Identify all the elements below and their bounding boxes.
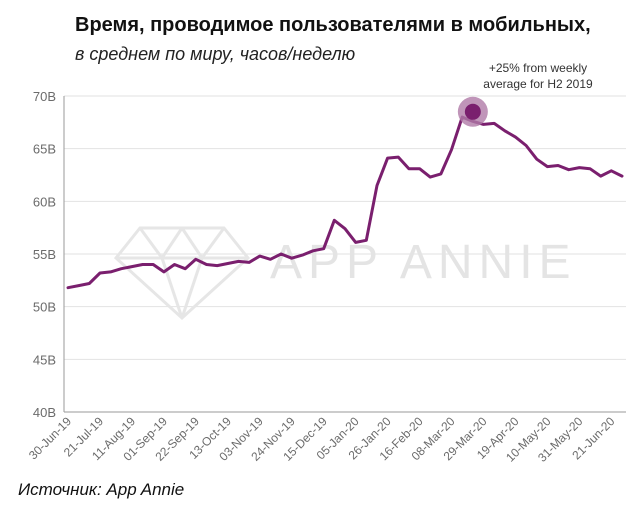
- series-group: [66, 96, 624, 290]
- y-tick-label: 55B: [33, 247, 56, 262]
- watermark: APP ANNIE: [113, 226, 577, 321]
- app-annie-logo-icon: [113, 226, 251, 321]
- watermark-text: APP ANNIE: [270, 236, 577, 289]
- annotation-line-1: +25% from weekly: [489, 61, 587, 75]
- y-tick-label: 50B: [33, 300, 56, 315]
- y-axis-ticks: 40B 45B 50B 55B 60B 65B 70B: [33, 89, 56, 420]
- y-tick-label: 40B: [33, 405, 56, 420]
- series-line: [66, 115, 624, 290]
- grid: [63, 95, 626, 413]
- x-axis-ticks: 30-Jun-1921-Jul-1911-Aug-1901-Sep-1922-S…: [26, 414, 618, 465]
- y-tick-label: 65B: [33, 142, 56, 157]
- peak-annotation: +25% from weekly average for H2 2019: [483, 61, 593, 91]
- annotation-line-2: average for H2 2019: [483, 77, 593, 91]
- y-tick-label: 60B: [33, 194, 56, 209]
- source-note: Источник: App Annie: [18, 480, 185, 499]
- chart-title: Время, проводимое пользователями в мобил…: [75, 14, 591, 36]
- chart-subtitle: в среднем по миру, часов/неделю: [75, 44, 356, 64]
- y-tick-label: 70B: [33, 89, 56, 104]
- y-tick-label: 45B: [33, 352, 56, 367]
- peak-point: [464, 103, 481, 120]
